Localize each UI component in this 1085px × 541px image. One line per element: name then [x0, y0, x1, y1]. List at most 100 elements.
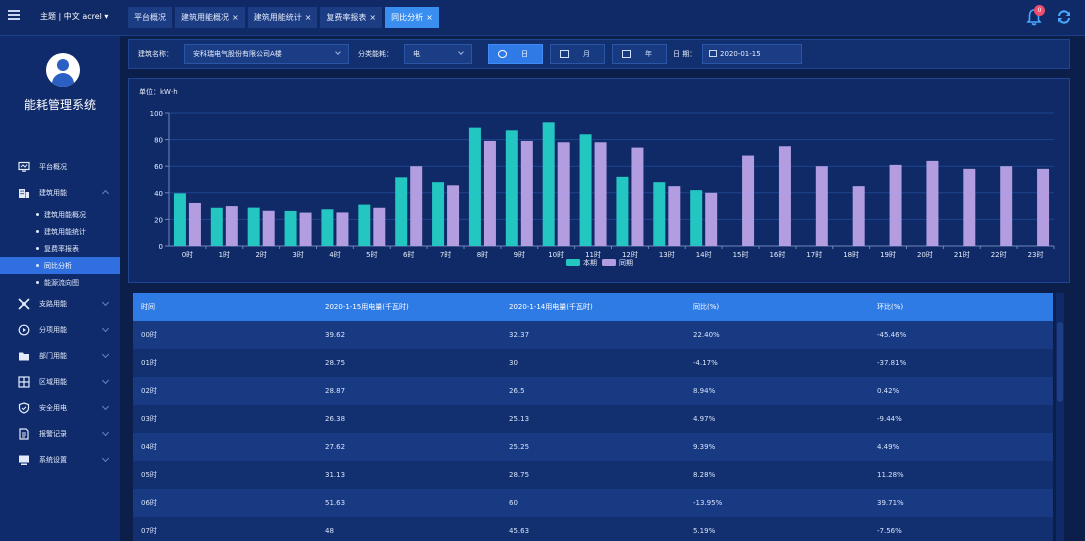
x-tick-label: 8时 — [477, 250, 488, 259]
table-cell: 8.28% — [693, 471, 716, 479]
legend-swatch — [602, 259, 616, 266]
table-header-cell[interactable]: 同比(%) — [693, 303, 720, 311]
chevron-down-icon — [101, 428, 110, 437]
table-header-cell[interactable]: 环比(%) — [877, 303, 904, 311]
shield-icon — [18, 402, 30, 414]
sidebar-item-itemized-energy[interactable]: 分项用能 — [0, 317, 120, 343]
sidebar-subitem-energy-flow[interactable]: 能源流向图 — [0, 274, 120, 291]
table-cell: 11.28% — [877, 471, 904, 479]
close-icon[interactable]: × — [232, 13, 239, 22]
bar-同期 — [483, 140, 496, 246]
category-select[interactable]: 电 — [404, 44, 472, 64]
table-scrollbar-thumb[interactable] — [1057, 322, 1063, 402]
building-select[interactable]: 安科瑞电气股份有限公司A楼 — [184, 44, 349, 64]
table-cell: -4.17% — [693, 359, 718, 367]
chevron-down-icon — [335, 49, 341, 55]
category-label: 分类能耗： — [358, 50, 393, 58]
tab-building-energy-stats[interactable]: 建筑用能统计 × — [247, 7, 318, 28]
chevron-down-icon — [101, 350, 110, 359]
x-tick-label: 18时 — [843, 250, 859, 259]
bar-同期 — [705, 192, 718, 246]
sidebar-item-branch-energy[interactable]: 支路用能 — [0, 291, 120, 317]
table-cell: 07时 — [141, 527, 157, 535]
sidebar-subitem-multi-rate-report[interactable]: 复费率报表 — [0, 240, 120, 257]
table-row: 04时 27.62 25.25 9.39% 4.49% — [133, 433, 1053, 461]
table-cell: 31.13 — [325, 471, 346, 479]
close-icon[interactable]: × — [426, 13, 433, 22]
y-tick-label: 80 — [154, 137, 163, 145]
sidebar-subitem-yoy-analysis[interactable]: 同比分析 — [0, 257, 120, 274]
table-cell: 04时 — [141, 443, 157, 451]
tab-yoy-analysis[interactable]: 同比分析 × — [385, 7, 439, 28]
day-button-label: 日 — [521, 50, 528, 58]
bar-同期 — [852, 186, 865, 246]
bar-同期 — [926, 160, 939, 246]
tab-building-energy-overview[interactable]: 建筑用能概况 × — [175, 7, 245, 28]
table-header-cell[interactable]: 2020-1-15用电量(千瓦时) — [325, 303, 409, 311]
table-cell: 0.42% — [877, 387, 900, 395]
x-tick-label: 22时 — [991, 250, 1007, 259]
sidebar-item-department-energy[interactable]: 部门用能 — [0, 343, 120, 369]
bar-同期 — [557, 142, 570, 246]
calendar-icon — [709, 50, 717, 57]
sidebar-item-system-settings[interactable]: 系统设置 — [0, 447, 120, 473]
sidebar-item-area-energy[interactable]: 区域用能 — [0, 369, 120, 395]
month-button[interactable]: 月 — [550, 44, 605, 64]
table-row: 03时 26.38 25.13 4.97% -9.44% — [133, 405, 1053, 433]
year-button-label: 年 — [645, 50, 652, 58]
table-scrollbar-track[interactable] — [1056, 293, 1064, 541]
bar-本期 — [653, 182, 666, 246]
table-cell: 02时 — [141, 387, 157, 395]
bar-同期 — [778, 146, 791, 246]
document-icon — [18, 428, 30, 440]
avatar[interactable] — [46, 53, 80, 87]
tab-label: 建筑用能统计 — [253, 13, 302, 22]
top-bar: 主题 | 中文 acrel ▾ 平台概况 建筑用能概况 × 建筑用能统计 × 复费率… — [0, 0, 1085, 36]
chevron-up-icon — [101, 189, 110, 198]
notification-bell-icon[interactable]: 0 — [1025, 5, 1045, 26]
bar-本期 — [579, 134, 592, 246]
theme-language-user-menu[interactable]: 主题 | 中文 acrel ▾ — [40, 12, 109, 21]
hamburger-icon[interactable] — [8, 10, 20, 20]
branch-icon — [18, 298, 30, 310]
y-tick-label: 20 — [154, 216, 163, 224]
sidebar-subitem-building-energy-overview[interactable]: 建筑用能概况 — [0, 206, 120, 223]
date-label: 日 期： — [673, 50, 697, 58]
table-header-cell[interactable]: 2020-1-14用电量(千瓦时) — [509, 303, 593, 311]
day-button[interactable]: 日 — [488, 44, 543, 64]
table-cell: 9.39% — [693, 443, 716, 451]
table-cell: 26.5 — [509, 387, 525, 395]
bar-同期 — [889, 164, 902, 246]
bar-本期 — [468, 127, 481, 246]
sidebar-subitem-building-energy-stats[interactable]: 建筑用能统计 — [0, 223, 120, 240]
sidebar-item-electrical-safety[interactable]: 安全用电 — [0, 395, 120, 421]
refresh-icon[interactable] — [1055, 8, 1073, 26]
clock-icon — [18, 324, 30, 336]
page-tabs: 平台概况 建筑用能概况 × 建筑用能统计 × 复费率报表 × 同比分析 × — [128, 7, 439, 28]
folder-icon — [18, 350, 30, 362]
table-cell: -9.44% — [877, 415, 902, 423]
tab-multi-rate-report[interactable]: 复费率报表 × — [320, 7, 383, 28]
sidebar: 能耗管理系统 平台概况 建筑用能 建筑用能概况 建筑用能统计 复费率报表 同比分… — [0, 36, 120, 541]
table-cell: 5.19% — [693, 527, 716, 535]
date-picker[interactable]: 2020-01-15 — [702, 44, 802, 64]
bar-本期 — [358, 204, 371, 246]
x-tick-label: 6时 — [403, 250, 414, 259]
table-header-cell[interactable]: 时间 — [141, 303, 155, 311]
close-icon[interactable]: × — [369, 13, 377, 22]
sidebar-item-building-energy[interactable]: 建筑用能 — [0, 180, 120, 206]
bar-本期 — [505, 130, 518, 246]
x-tick-label: 10时 — [548, 250, 564, 259]
sidebar-item-alarm-records[interactable]: 报警记录 — [0, 421, 120, 447]
category-select-value: 电 — [413, 50, 420, 58]
x-tick-label: 0时 — [182, 250, 193, 259]
bar-同期 — [668, 186, 681, 246]
bar-同期 — [631, 147, 644, 246]
tab-platform-overview[interactable]: 平台概况 — [128, 7, 172, 28]
filter-bar: 建筑名称： 安科瑞电气股份有限公司A楼 分类能耗： 电 日 月 年 日 期： 2… — [128, 39, 1070, 69]
table-cell: 39.71% — [877, 499, 904, 507]
year-button[interactable]: 年 — [612, 44, 667, 64]
y-tick-label: 0 — [159, 243, 163, 251]
sidebar-item-platform-overview[interactable]: 平台概况 — [0, 154, 120, 180]
close-icon[interactable]: × — [304, 13, 312, 22]
